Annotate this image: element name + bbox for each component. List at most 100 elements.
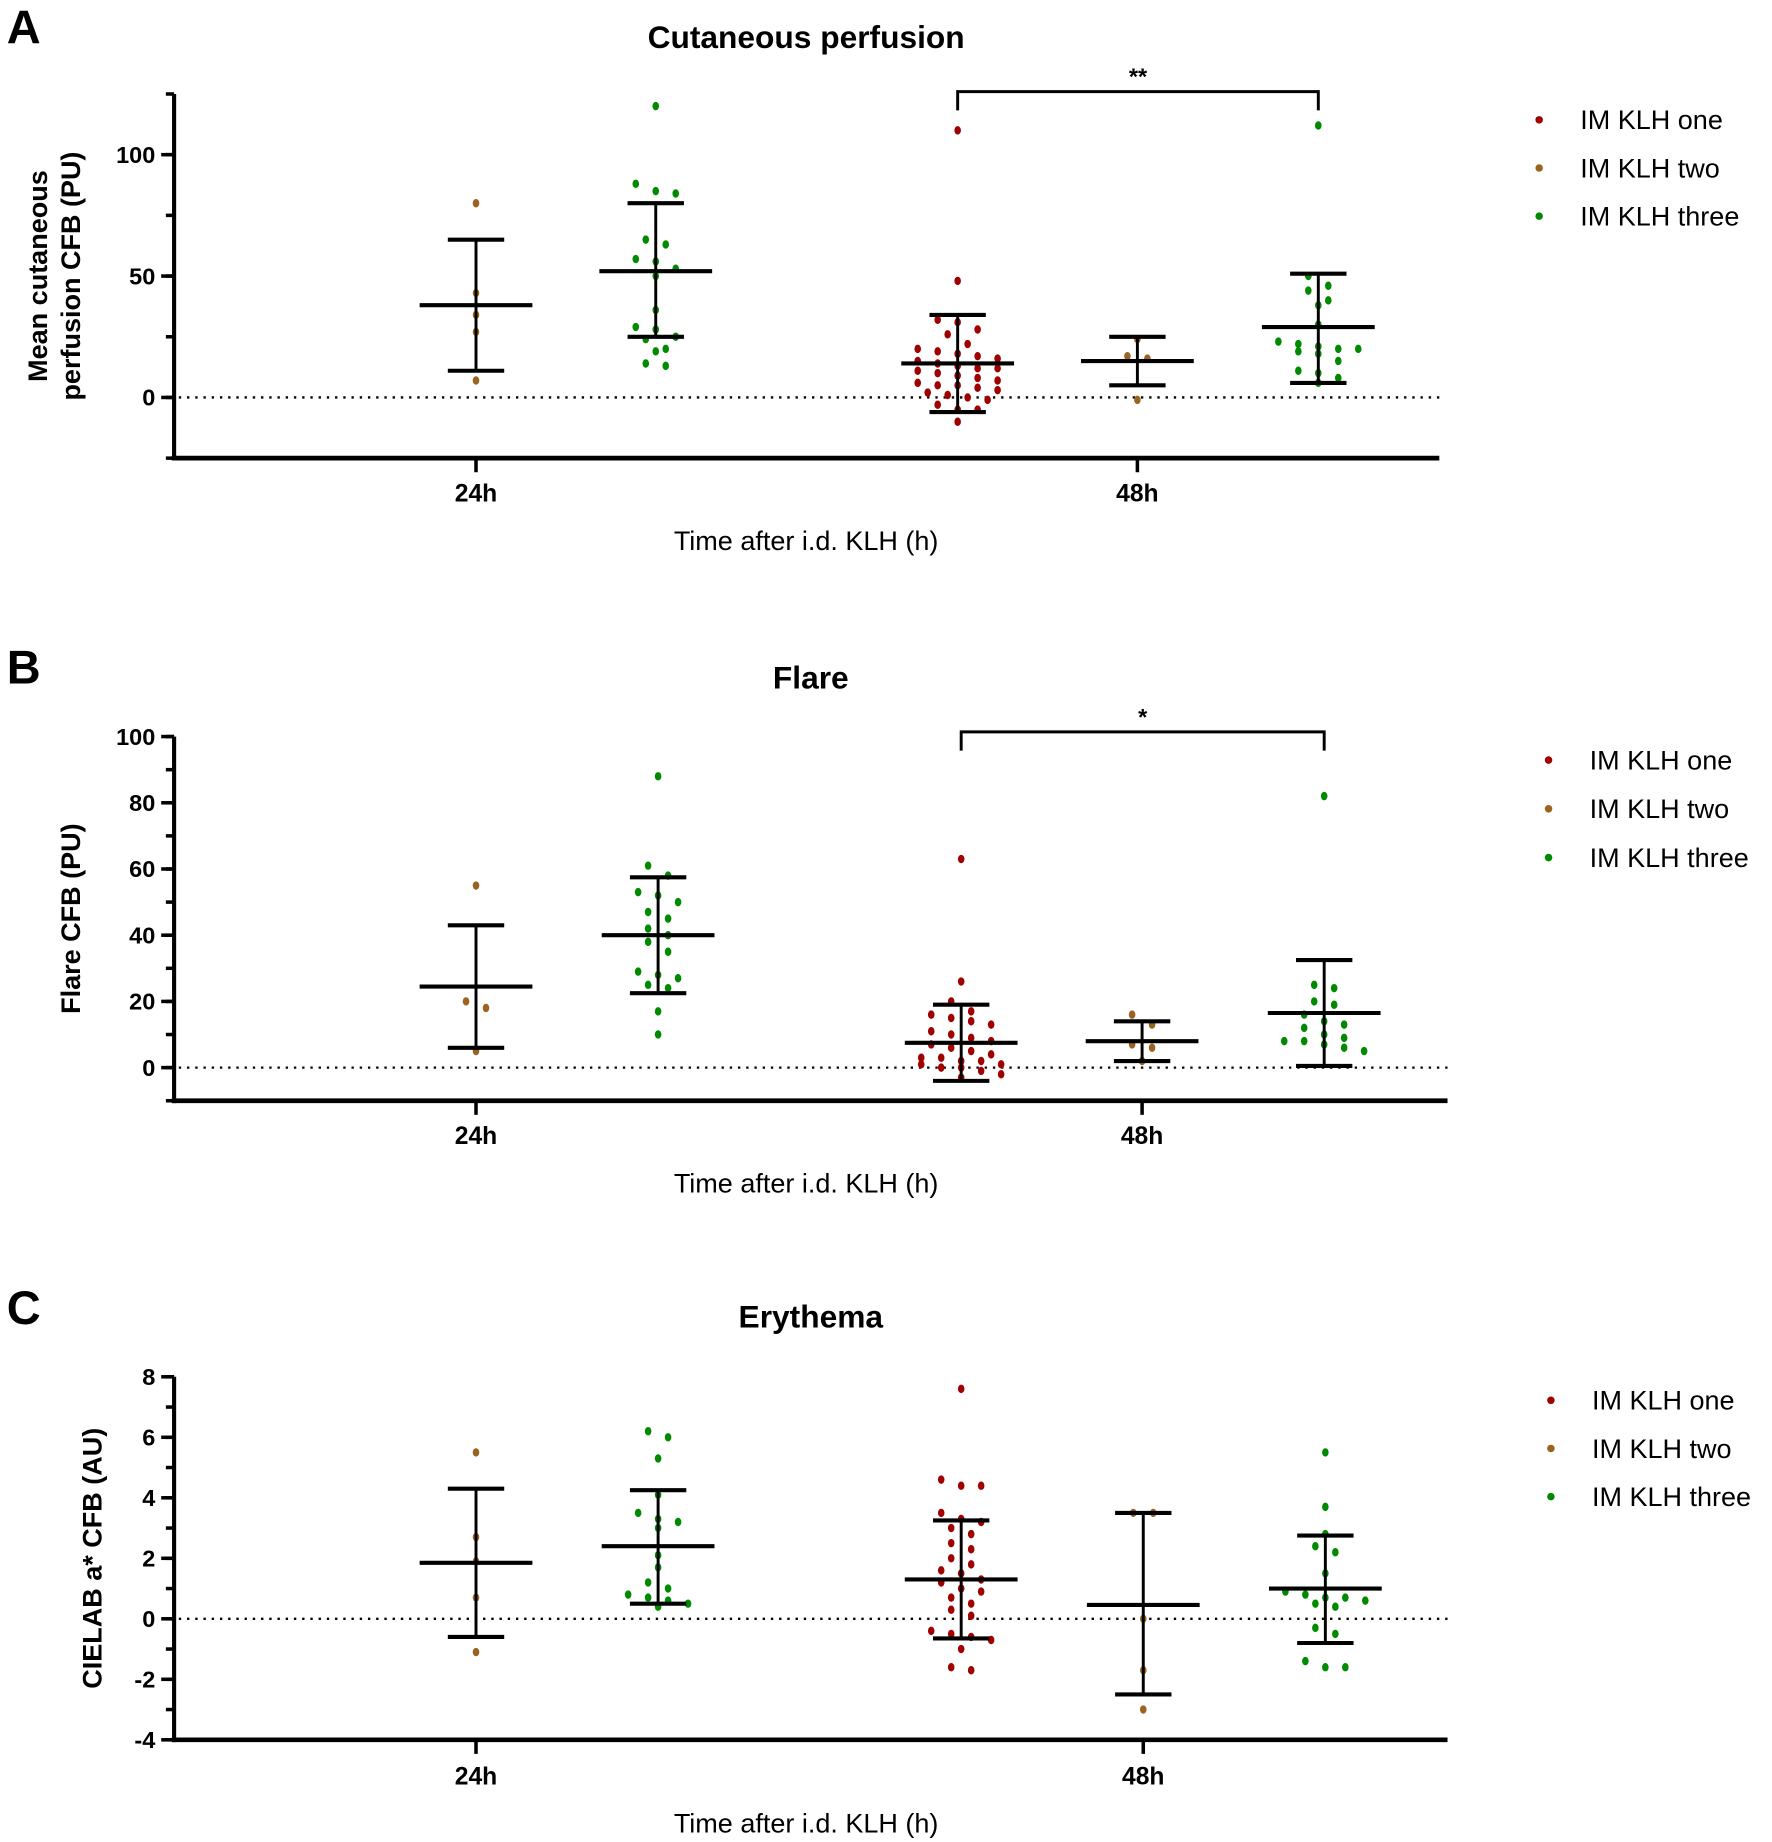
data-point: [974, 373, 981, 383]
data-point: [1334, 356, 1342, 366]
data-point: [924, 388, 931, 397]
data-point: [967, 1017, 975, 1026]
data-point: [1322, 1502, 1329, 1512]
data-point: [1330, 1000, 1338, 1009]
data-point: [954, 126, 961, 135]
data-point: [644, 861, 652, 870]
data-point: [934, 381, 941, 390]
y-tick-label: 8: [142, 1364, 155, 1390]
data-point: [672, 189, 680, 198]
data-point: [937, 1053, 945, 1062]
data-point: [987, 1635, 995, 1645]
y-tick-label: 60: [129, 856, 155, 882]
data-point: [967, 1611, 975, 1621]
data-point: [1332, 1602, 1339, 1611]
data-point: [967, 1007, 975, 1016]
data-point: [642, 235, 650, 244]
data-point: [987, 1050, 995, 1059]
group-24h-im-klh-three: [601, 772, 715, 1039]
y-tick-label: 2: [142, 1546, 155, 1572]
data-point: [1332, 1629, 1339, 1639]
x-tick-label: 24h: [455, 481, 498, 508]
data-point: [1139, 1705, 1147, 1714]
data-point: [472, 1448, 480, 1457]
data-point: [947, 1013, 955, 1023]
legend-label: IM KLH three: [1592, 1482, 1751, 1512]
data-point: [917, 1053, 925, 1062]
data-point: [644, 907, 652, 917]
y-tick-label: 4: [142, 1485, 155, 1511]
legend-marker: [1544, 853, 1553, 862]
panel-a: A Cutaneous perfusion Mean cutaneous perfus…: [7, 0, 1740, 555]
data-point: [954, 417, 961, 426]
data-point: [662, 344, 670, 354]
data-point: [1302, 1590, 1309, 1599]
data-point: [1148, 1043, 1156, 1052]
legend-label: IM KLH two: [1590, 794, 1730, 824]
panel-letter: C: [7, 1281, 41, 1334]
group-48h-im-klh-two: [1086, 1508, 1200, 1714]
data-point: [977, 1066, 985, 1076]
data-point: [632, 322, 640, 332]
significance-bracket: [959, 730, 1326, 751]
data-point: [934, 400, 941, 409]
data-point: [937, 1475, 945, 1484]
data-point: [927, 1010, 935, 1019]
data-point: [994, 354, 1001, 363]
legend: IM KLH one IM KLH two IM KLH three: [1547, 1386, 1751, 1512]
group-24h-im-klh-two: [419, 199, 533, 385]
group-48h-im-klh-one: [904, 1384, 1018, 1675]
data-point: [1340, 1033, 1348, 1043]
legend-marker: [1544, 756, 1553, 764]
data-point: [632, 254, 640, 264]
x-tick-label: 48h: [1116, 481, 1159, 508]
y-tick-label: 0: [142, 385, 155, 411]
data-point: [1340, 1043, 1348, 1052]
data-point: [1342, 1593, 1349, 1602]
significance-bracket: [956, 90, 1320, 111]
legend-label: IM KLH three: [1590, 843, 1749, 873]
data-point: [957, 1481, 965, 1490]
data-point: [947, 1043, 955, 1052]
data-point: [1354, 344, 1362, 354]
data-point: [1295, 339, 1302, 349]
data-point: [1320, 791, 1328, 801]
legend-marker: [1547, 1492, 1555, 1501]
data-point: [652, 347, 660, 356]
group-24h-im-klh-three: [601, 1427, 715, 1611]
data-point: [664, 947, 672, 956]
data-point: [1315, 121, 1322, 130]
significance-label: *: [1138, 704, 1148, 730]
x-tick-label: 24h: [455, 1763, 498, 1790]
data-point: [1334, 373, 1342, 383]
data-point: [1312, 1623, 1319, 1633]
data-point: [674, 897, 682, 907]
data-point: [1295, 347, 1302, 356]
data-point: [917, 1060, 925, 1069]
data-point: [1340, 1020, 1348, 1029]
data-point: [1124, 351, 1131, 361]
data-point: [1302, 1656, 1309, 1666]
data-point: [1300, 1036, 1308, 1046]
panel-b: B Flare Flare CFB (PU) 0 20 40 60 80 100 24h 48h Ti…: [7, 641, 1749, 1199]
data-point: [974, 351, 981, 361]
data-point: [662, 240, 670, 249]
data-point: [662, 361, 670, 371]
data-point: [472, 1647, 480, 1657]
data-point: [964, 339, 971, 349]
data-point: [974, 364, 981, 373]
x-axis-label: Time after i.d. KLH (h): [674, 1168, 939, 1198]
data-point: [644, 1578, 652, 1587]
data-point: [1325, 296, 1332, 305]
data-point: [974, 325, 981, 334]
y-tick-label: 100: [116, 142, 155, 168]
legend-marker: [1535, 212, 1543, 220]
data-point: [644, 937, 652, 947]
data-point: [664, 983, 672, 993]
data-point: [937, 1063, 945, 1072]
data-point: [977, 1587, 985, 1596]
group-48h-im-klh-two: [1081, 334, 1194, 405]
x-tick-label: 48h: [1122, 1763, 1164, 1790]
data-point: [967, 1046, 975, 1056]
data-point: [1275, 337, 1282, 346]
